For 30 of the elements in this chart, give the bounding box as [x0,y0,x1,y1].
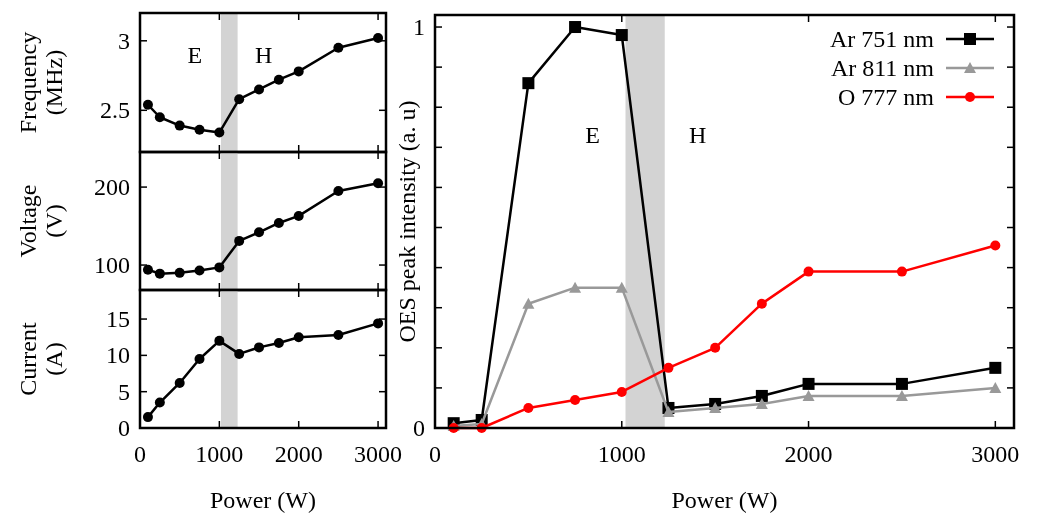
y-tick-label: 200 [94,174,130,201]
annotation: E [187,42,203,68]
x-tick-label: 3000 [971,441,1020,467]
x-tick-label: 2000 [784,441,833,467]
legend-label: O 777 nm [838,84,935,110]
x-tick-label: 1000 [597,441,646,467]
legend-label: Ar 751 nm [830,26,935,52]
x-tick-label: 0 [134,441,146,467]
annotation: H [254,42,273,68]
y-tick-label: 10 [106,342,130,369]
y-tick-label: 100 [94,252,130,279]
annotation: H [689,122,707,148]
y-axis-title: Frequency (MHz) [15,31,67,134]
x-axis-title: Power (W) [210,487,316,513]
x-tick-label: 0 [429,441,441,467]
y-tick-label: 2.5 [100,97,130,124]
y-tick-label: 1 [413,14,425,41]
y-axis-title: OES peak intensity (a. u) [394,100,420,343]
x-tick-label: 2000 [274,441,323,467]
x-axis-title: Power (W) [671,487,778,513]
x-tick-label: 3000 [354,441,403,467]
legend-label: Ar 811 nm [830,55,935,81]
y-tick-label: 3 [118,27,130,54]
y-tick-label: 15 [106,306,130,333]
y-axis-title: Current (A) [15,322,67,396]
annotation: E [585,122,600,148]
x-tick-label: 1000 [195,441,244,467]
y-tick-label: 5 [118,378,130,405]
y-tick-label: 0 [118,415,130,441]
y-axis-title: Voltage (V) [15,184,67,258]
